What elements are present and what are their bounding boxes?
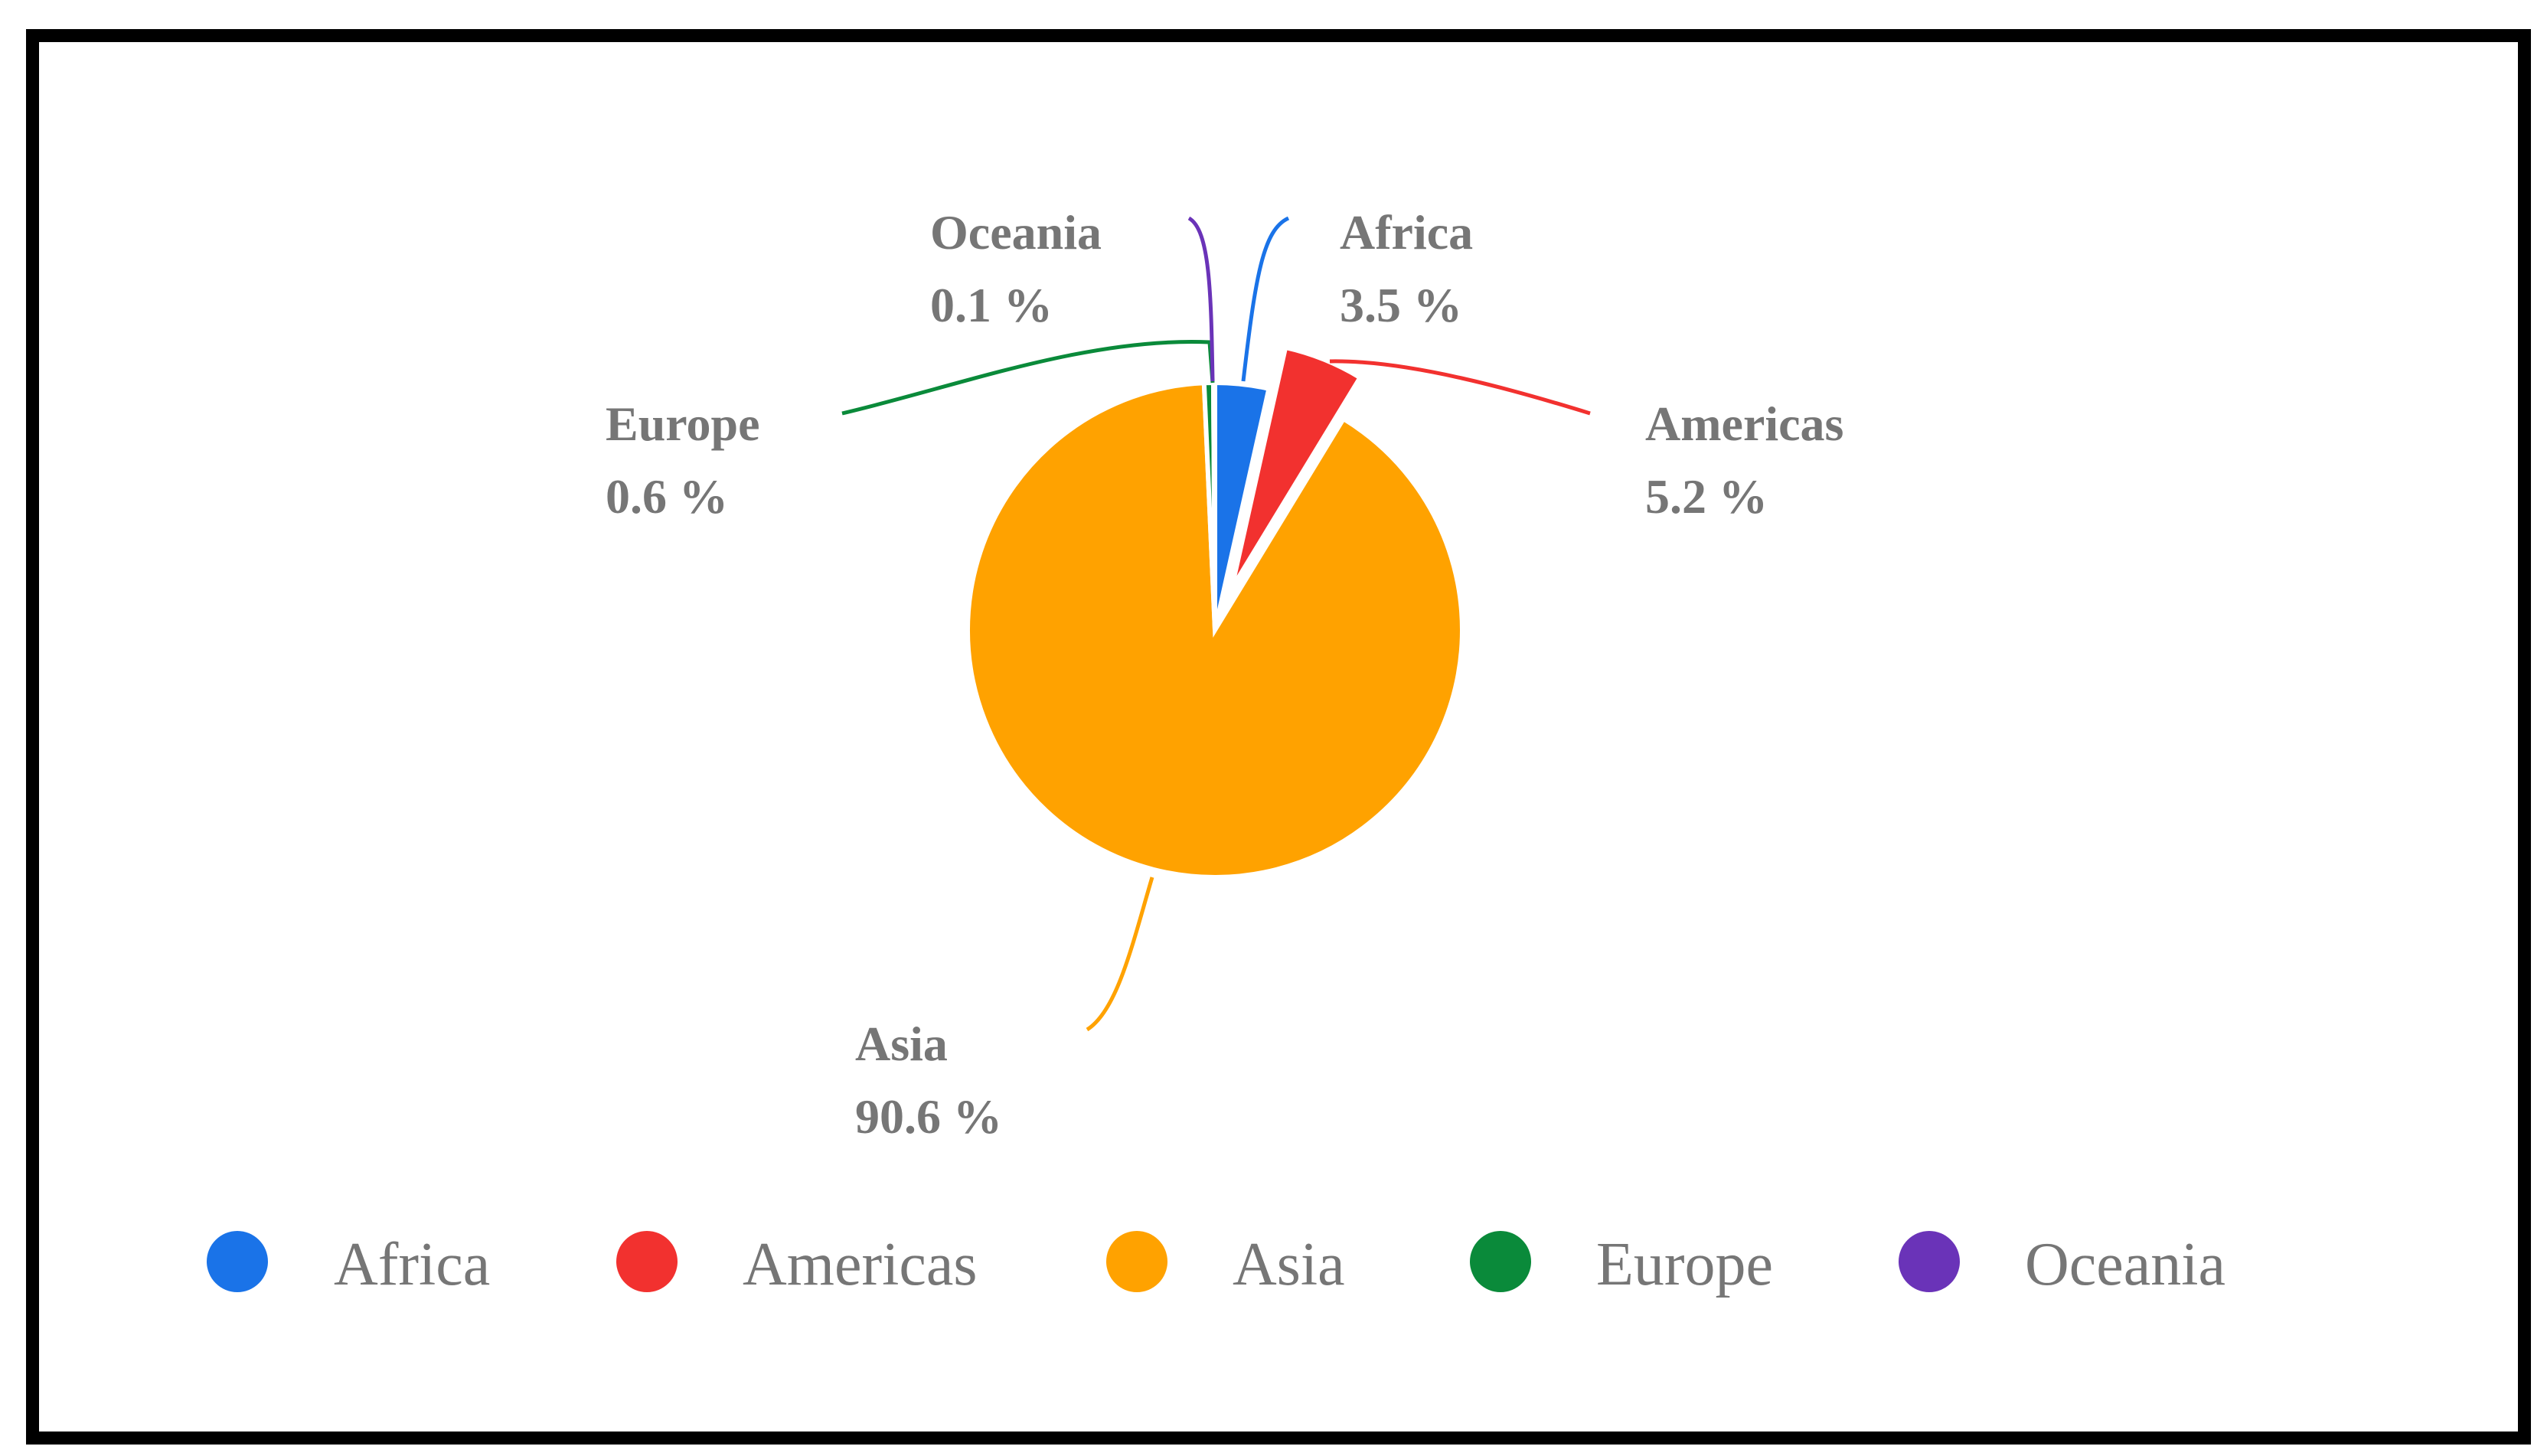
- legend-marker-europe: [1470, 1231, 1531, 1292]
- data-label-value-africa: 3.5 %: [1340, 278, 1462, 332]
- chart-frame: Africa 3.5 % Americas 5.2 % Asia 90.6 % Europe…: [26, 29, 2531, 1445]
- pie-slice-oceania: [1210, 380, 1217, 631]
- legend-marker-africa: [207, 1231, 268, 1292]
- data-label-value-oceania: 0.1 %: [930, 278, 1053, 332]
- legend-marker-oceania: [1899, 1231, 1960, 1292]
- pie-slice-asia: [965, 380, 1465, 880]
- data-label-name-oceania: Oceania: [930, 205, 1102, 260]
- leader-line-africa: [1241, 216, 1290, 382]
- data-label-name-europe: Europe: [606, 397, 760, 451]
- legend-label-asia: Asia: [1233, 1231, 1345, 1298]
- data-label-name-americas: Americas: [1645, 397, 1843, 451]
- data-label-value-americas: 5.2 %: [1645, 469, 1768, 524]
- data-label-name-asia: Asia: [855, 1017, 948, 1071]
- pie-slice-americas: [1229, 344, 1363, 590]
- data-label-name-africa: Africa: [1340, 205, 1473, 260]
- leader-line-europe: [841, 339, 1215, 416]
- data-label-value-europe: 0.6 %: [606, 469, 728, 524]
- legend-label-americas: Americas: [743, 1231, 978, 1298]
- legend-marker-asia: [1106, 1231, 1167, 1292]
- pie-chart: Africa 3.5 % Americas 5.2 % Asia 90.6 % Europe…: [207, 205, 2225, 1298]
- leader-line-asia: [1086, 877, 1154, 1032]
- legend-marker-americas: [616, 1231, 678, 1292]
- leader-line-americas: [1329, 359, 1591, 416]
- data-label-value-asia: 90.6 %: [855, 1089, 1002, 1144]
- leader-line-oceania: [1187, 216, 1215, 382]
- legend-label-europe: Europe: [1596, 1231, 1773, 1298]
- legend-label-oceania: Oceania: [2025, 1231, 2225, 1298]
- legend-label-africa: Africa: [334, 1231, 490, 1298]
